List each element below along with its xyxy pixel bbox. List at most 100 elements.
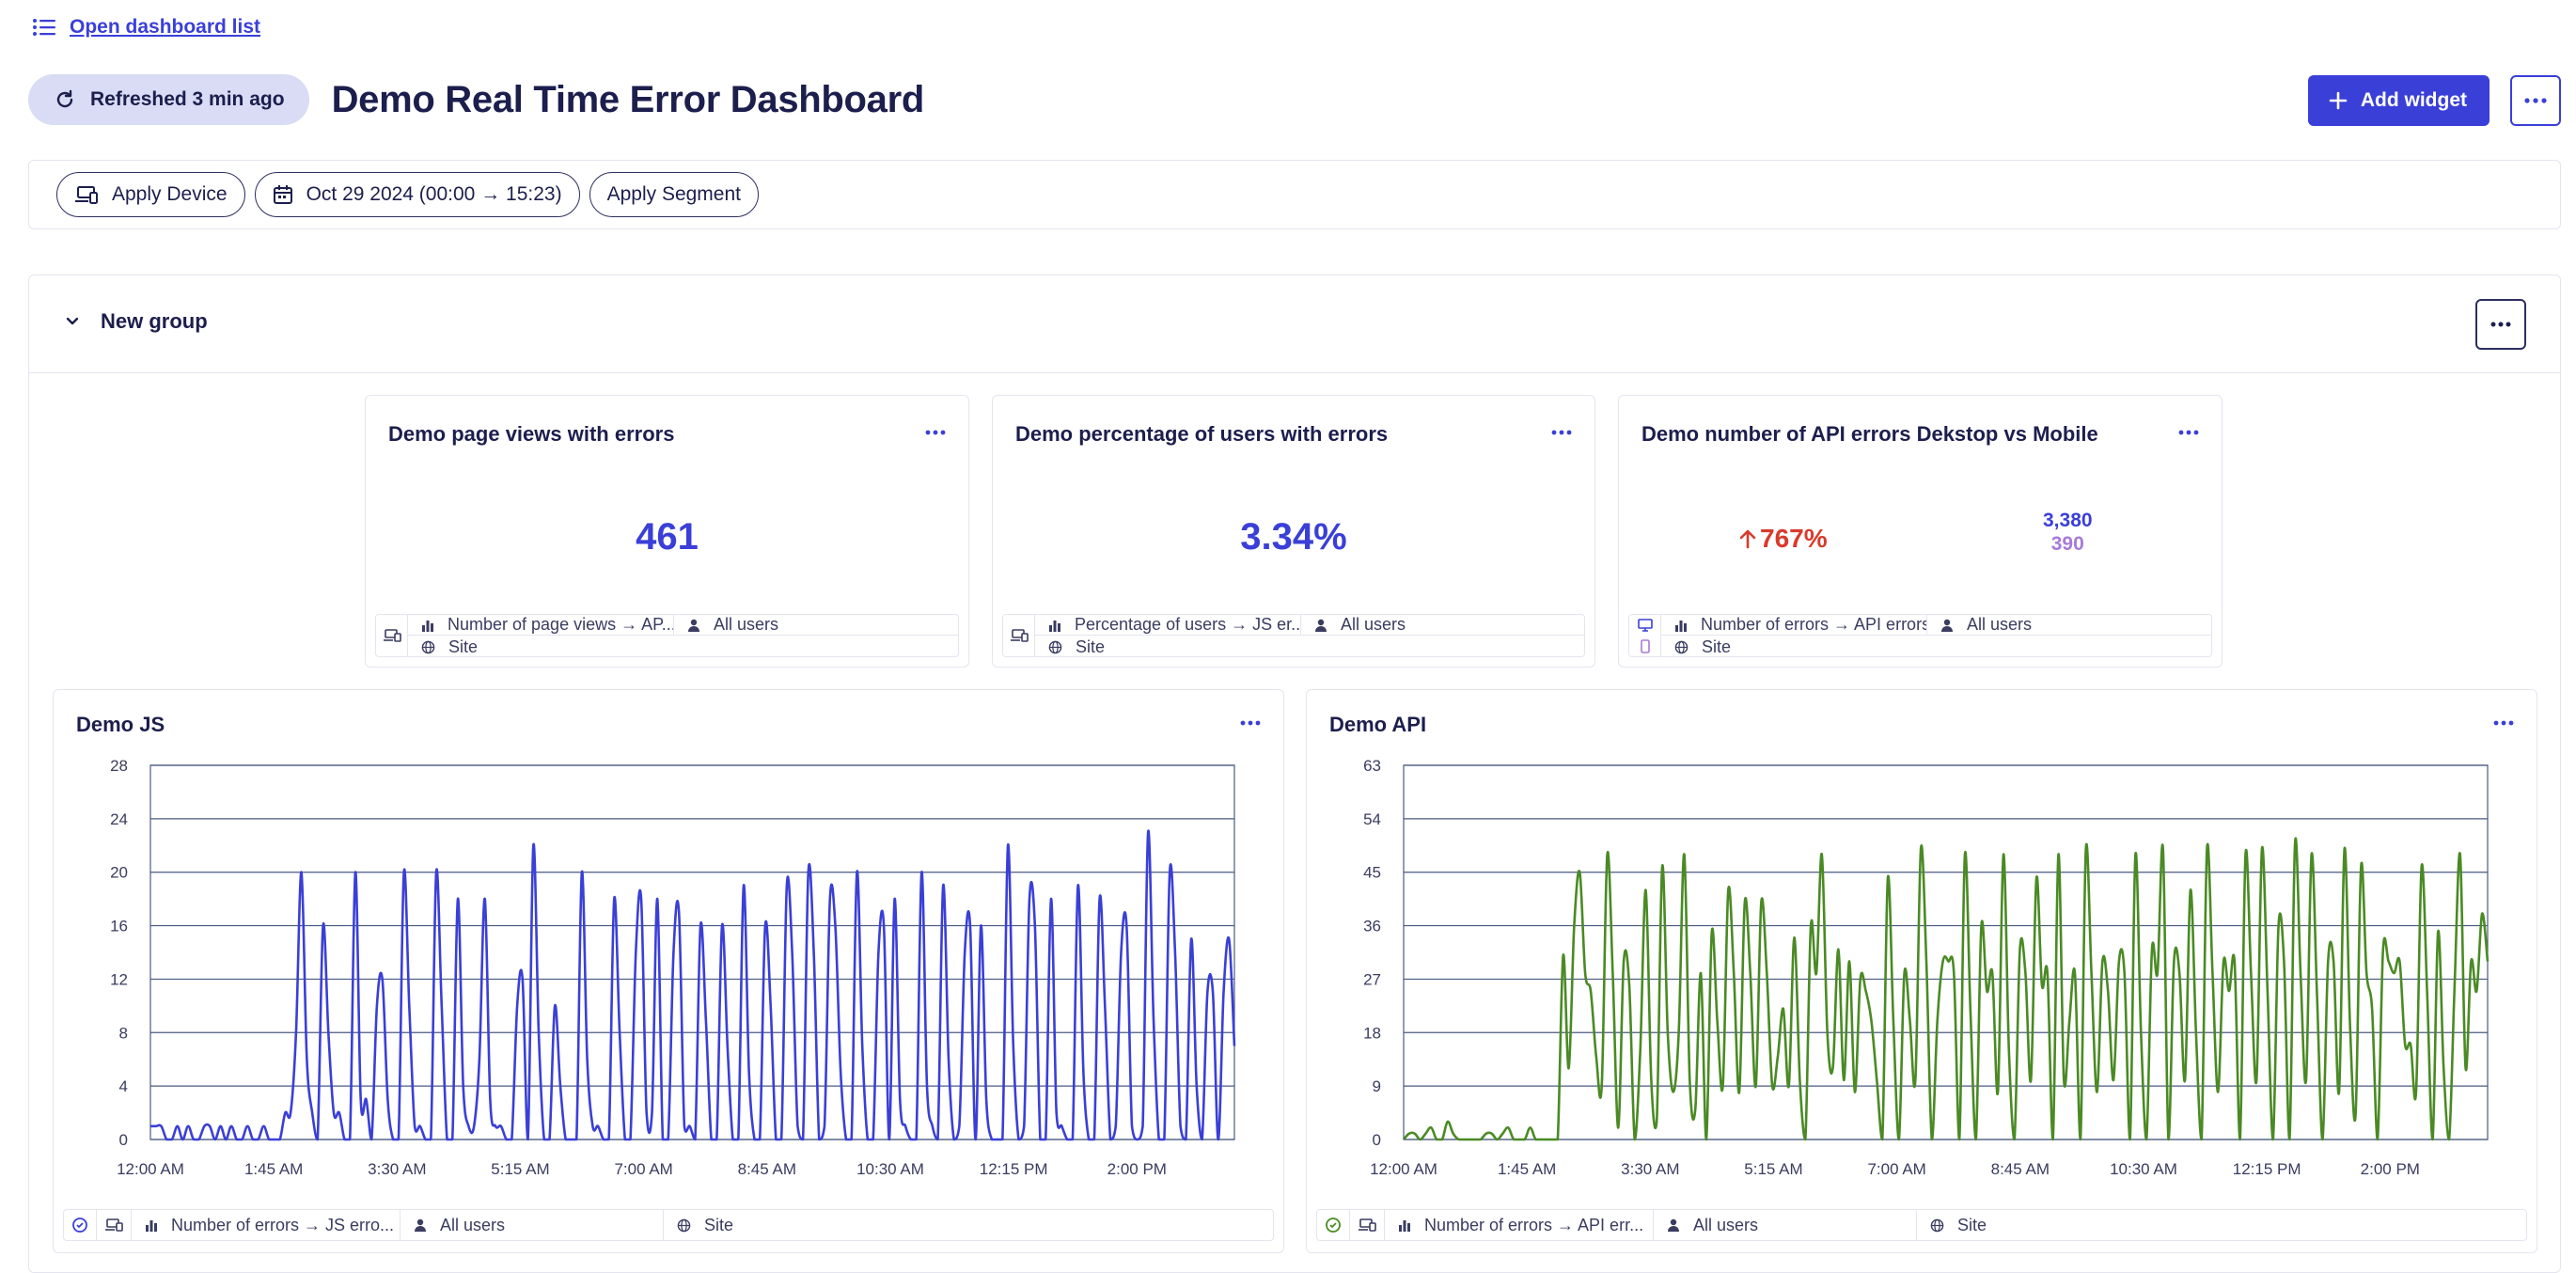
y-tick-label: 18 xyxy=(1363,1024,1381,1042)
y-tick-label: 54 xyxy=(1363,810,1381,828)
refresh-button[interactable]: Refreshed 3 min ago xyxy=(28,74,309,125)
mobile-value: 390 xyxy=(2050,533,2084,555)
kpi-value: 3.34% xyxy=(1240,516,1347,558)
open-dashboard-list-link[interactable]: Open dashboard list xyxy=(70,16,261,38)
bar-chart-icon xyxy=(421,619,434,632)
dashboard-more-button[interactable] xyxy=(2510,75,2561,126)
users-label: All users xyxy=(1341,615,1406,634)
bar-chart-icon xyxy=(145,1218,158,1232)
y-tick-label: 36 xyxy=(1363,918,1381,935)
scope-label: Site xyxy=(704,1215,734,1234)
group-toggle[interactable]: New group xyxy=(65,309,208,334)
metric-label: Number of errors → JS erro... xyxy=(171,1215,395,1234)
apply-segment-button[interactable]: Apply Segment xyxy=(589,172,759,217)
y-tick-label: 63 xyxy=(1363,757,1381,775)
change-indicator: 767% xyxy=(1739,524,1828,554)
globe-icon xyxy=(1930,1218,1944,1233)
more-icon xyxy=(2490,322,2511,327)
group-title: New group xyxy=(101,309,208,333)
list-icon[interactable] xyxy=(32,17,56,38)
widget-meta: Percentage of users → JS er... All users… xyxy=(1002,614,1585,657)
bar-chart-icon xyxy=(1674,619,1688,632)
globe-icon xyxy=(677,1218,691,1233)
widget-meta: Number of page views → AP... All users S… xyxy=(375,614,959,657)
user-icon xyxy=(1314,619,1327,632)
widget-meta: Number of errors → JS erro... All users … xyxy=(63,1209,1274,1241)
x-tick-label: 12:00 AM xyxy=(1370,1160,1437,1178)
y-tick-label: 0 xyxy=(1373,1131,1381,1149)
x-tick-label: 12:00 AM xyxy=(117,1160,184,1178)
chart-title: Demo JS xyxy=(76,713,165,736)
x-tick-label: 2:00 PM xyxy=(1107,1160,1167,1178)
mobile-icon xyxy=(1640,638,1650,653)
y-tick-label: 27 xyxy=(1363,970,1381,988)
more-icon[interactable] xyxy=(1551,430,1572,435)
kpi-title: Demo number of API errors Dekstop vs Mob… xyxy=(1641,422,2098,446)
line-chart: 0 9 18 27 36 45 54 63 12:00 AM 1:45 AM 3:30 AM 5:15… xyxy=(1363,757,2490,1178)
x-tick-label: 7:00 AM xyxy=(1867,1160,1925,1178)
series-color-icon xyxy=(1325,1217,1342,1234)
more-icon[interactable] xyxy=(1240,720,1261,726)
series-line xyxy=(149,829,1236,1141)
y-tick-label: 16 xyxy=(110,918,128,935)
kpi-title: Demo page views with errors xyxy=(388,422,675,446)
globe-icon xyxy=(421,640,435,654)
x-tick-label: 12:15 PM xyxy=(980,1160,1048,1178)
user-icon xyxy=(1940,619,1954,632)
group-header: New group xyxy=(29,275,2560,373)
y-tick-label: 12 xyxy=(110,970,128,988)
filter-bar: Apply Device Oct 29 2024 (00:00 → 15:23)… xyxy=(28,160,2561,229)
device-comparison-values: 3,380 390 xyxy=(2043,509,2093,556)
y-tick-label: 0 xyxy=(119,1131,128,1149)
scope-label: Site xyxy=(448,636,479,656)
x-tick-label: 2:00 PM xyxy=(2361,1160,2420,1178)
line-chart: 0 4 8 12 16 20 24 28 12:00 AM 1:45 AM 3:30 AM 5:15 … xyxy=(110,757,1236,1178)
kpi-card-users-percentage: Demo percentage of users with errors 3.3… xyxy=(992,395,1595,668)
desktop-icon xyxy=(1637,618,1653,632)
x-tick-label: 12:15 PM xyxy=(2233,1160,2301,1178)
x-tick-label: 7:00 AM xyxy=(614,1160,672,1178)
x-tick-label: 8:45 AM xyxy=(1991,1160,2050,1178)
scope-label: Site xyxy=(1957,1215,1987,1234)
add-widget-button[interactable]: Add widget xyxy=(2307,75,2490,126)
user-icon xyxy=(687,619,700,632)
x-tick-label: 3:30 AM xyxy=(1621,1160,1679,1178)
more-icon xyxy=(2524,98,2547,103)
user-icon xyxy=(1667,1218,1680,1232)
x-tick-label: 5:15 AM xyxy=(491,1160,549,1178)
globe-icon xyxy=(1674,640,1689,654)
scope-label: Site xyxy=(1702,636,1732,656)
y-tick-label: 9 xyxy=(1373,1077,1381,1095)
more-icon[interactable] xyxy=(2178,430,2199,435)
chart-card-js: Demo JS 0 4 8 12 16 20 24 28 12:00 AM 1:45 AM 3:30… xyxy=(53,689,1284,1253)
group-more-button[interactable] xyxy=(2475,299,2526,350)
more-icon[interactable] xyxy=(2493,720,2514,726)
calendar-icon xyxy=(273,184,293,205)
chevron-down-icon xyxy=(65,317,80,326)
plot-border xyxy=(149,764,1235,1140)
metric-label: Number of errors → API errors xyxy=(1701,615,1926,634)
kpi-title: Demo percentage of users with errors xyxy=(1015,422,1389,446)
refresh-label: Refreshed 3 min ago xyxy=(90,88,285,110)
bar-chart-icon xyxy=(1398,1218,1411,1232)
x-tick-label: 5:15 AM xyxy=(1744,1160,1802,1178)
y-tick-label: 4 xyxy=(119,1077,128,1095)
apply-device-button[interactable]: Apply Device xyxy=(56,172,245,217)
users-label: All users xyxy=(714,615,779,634)
page-title: Demo Real Time Error Dashboard xyxy=(331,78,925,120)
apply-segment-label: Apply Segment xyxy=(606,183,741,205)
desktop-value: 3,380 xyxy=(2043,510,2093,531)
devices-icon xyxy=(1358,1218,1376,1232)
users-label: All users xyxy=(1693,1215,1759,1234)
series-color-icon xyxy=(71,1217,88,1234)
refresh-icon xyxy=(55,89,75,110)
more-icon[interactable] xyxy=(925,430,946,435)
add-widget-label: Add widget xyxy=(2360,89,2467,111)
kpi-card-api-errors-comparison: Demo number of API errors Dekstop vs Mob… xyxy=(1618,395,2223,668)
y-tick-label: 24 xyxy=(110,810,128,828)
x-tick-label: 10:30 AM xyxy=(2110,1160,2177,1178)
arrow-up-icon xyxy=(1739,528,1756,549)
date-range-button[interactable]: Oct 29 2024 (00:00 → 15:23) xyxy=(254,172,580,217)
dashboard-header: Refreshed 3 min ago Demo Real Time Error… xyxy=(28,73,2561,126)
widget-meta: Number of errors → API errors All users … xyxy=(1628,614,2212,657)
